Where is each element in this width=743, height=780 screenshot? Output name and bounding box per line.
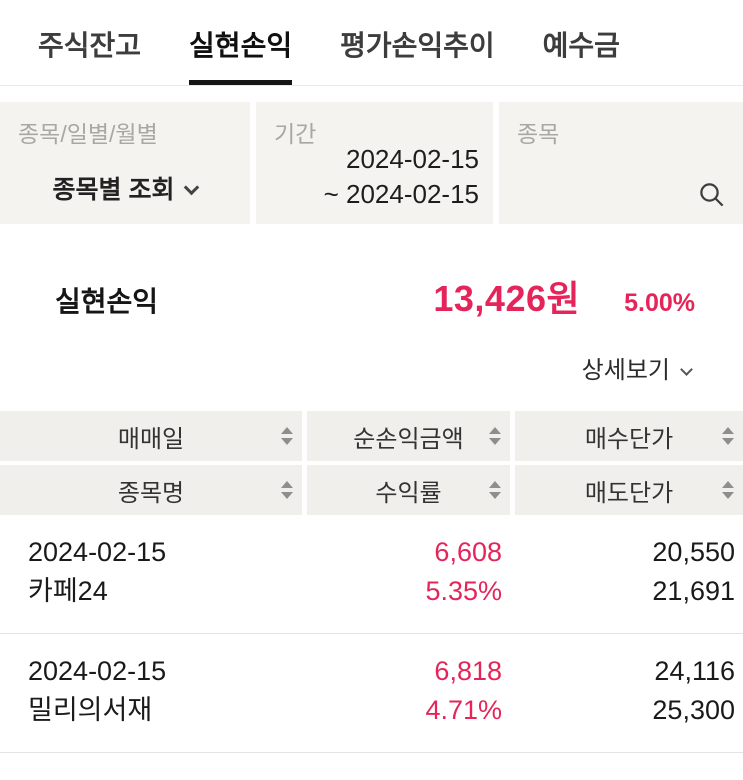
column-header-label: 종목명	[117, 479, 185, 507]
column-header-label: 매도단가	[584, 479, 674, 507]
filter-period-cell: 기간 2024-02-15 ~ 2024-02-15	[256, 102, 493, 224]
tab-valuation-trend[interactable]: 평가손익추이	[340, 30, 495, 61]
sort-icon[interactable]	[722, 481, 734, 499]
summary-percent: 5.00%	[624, 289, 695, 317]
cell-date-name: 2024-02-15 밀리의서재	[0, 652, 302, 730]
cell-return-rate: 5.35%	[425, 576, 502, 606]
summary-title: 실현손익	[55, 286, 159, 317]
cell-profit: 6,818 4.71%	[307, 652, 510, 730]
sort-icon[interactable]	[489, 427, 501, 445]
cell-stock-name: 카페24	[28, 576, 108, 606]
sort-icon[interactable]	[281, 481, 293, 499]
column-header-label: 수익률	[375, 479, 442, 507]
column-header-sell-price[interactable]: 매도단가	[515, 465, 743, 515]
summary-amount: 13,426원	[433, 278, 581, 319]
cell-prices: 20,550 21,691	[515, 533, 743, 611]
detail-row: 상세보기	[0, 350, 743, 385]
filter-bar: 종목/일별/월별 종목별 조회 기간 2024-02-15 ~ 2024-02-…	[0, 102, 743, 224]
period-range[interactable]: 2024-02-15 ~ 2024-02-15	[324, 142, 479, 212]
sort-icon[interactable]	[281, 427, 293, 445]
cell-net-profit: 6,608	[434, 537, 502, 567]
cell-profit: 6,608 5.35%	[307, 533, 510, 611]
sort-icon[interactable]	[489, 481, 501, 499]
cell-trade-date: 2024-02-15	[28, 537, 167, 567]
cell-sell-price: 25,300	[652, 695, 735, 725]
tab-realized-profit[interactable]: 실현손익	[189, 24, 293, 85]
filter-period-label: 기간	[274, 121, 317, 147]
cell-prices: 24,116 25,300	[515, 652, 743, 730]
top-tab-bar: 주식잔고 실현손익 평가손익추이 예수금	[0, 0, 743, 86]
search-icon[interactable]	[697, 180, 727, 210]
period-start-date[interactable]: 2024-02-15	[346, 144, 479, 174]
column-header-label: 순손익금액	[353, 425, 464, 453]
tab-deposit[interactable]: 예수금	[542, 30, 620, 61]
column-header-buy-price[interactable]: 매수단가	[515, 411, 743, 461]
table-row[interactable]: 2024-02-15 카페24 6,608 5.35% 20,550 21,69…	[0, 515, 743, 634]
chevron-down-icon	[680, 363, 693, 376]
detail-toggle-label: 상세보기	[581, 357, 670, 384]
table-header: 매매일 순손익금액 매수단가 종목명 수익률 매도단가	[0, 411, 743, 515]
period-end-date[interactable]: ~ 2024-02-15	[323, 179, 479, 209]
summary-section: 실현손익 13,426원 5.00%	[0, 270, 743, 322]
cell-buy-price: 20,550	[652, 537, 735, 567]
column-header-stock-name[interactable]: 종목명	[0, 465, 302, 515]
filter-stock-label: 종목	[517, 121, 560, 147]
filter-stock-cell: 종목	[499, 102, 743, 224]
column-header-label: 매수단가	[584, 425, 674, 453]
cell-sell-price: 21,691	[652, 576, 735, 606]
filter-category-label: 종목/일별/월별	[18, 121, 158, 147]
column-header-trade-date[interactable]: 매매일	[0, 411, 302, 461]
table-body: 2024-02-15 카페24 6,608 5.35% 20,550 21,69…	[0, 515, 743, 753]
cell-net-profit: 6,818	[434, 656, 502, 686]
detail-toggle[interactable]: 상세보기	[581, 357, 693, 384]
cell-trade-date: 2024-02-15	[28, 656, 167, 686]
chevron-down-icon	[184, 179, 200, 196]
filter-category-cell: 종목/일별/월별 종목별 조회	[0, 102, 250, 224]
column-header-return-rate[interactable]: 수익률	[307, 465, 510, 515]
category-select-value: 종목별 조회	[52, 176, 175, 204]
cell-buy-price: 24,116	[654, 656, 735, 686]
cell-stock-name: 밀리의서재	[28, 695, 153, 725]
cell-date-name: 2024-02-15 카페24	[0, 533, 302, 611]
sort-icon[interactable]	[722, 427, 734, 445]
category-select[interactable]: 종목별 조회	[0, 170, 250, 206]
cell-return-rate: 4.71%	[425, 695, 502, 725]
table-row[interactable]: 2024-02-15 밀리의서재 6,818 4.71% 24,116 25,3…	[0, 634, 743, 753]
column-header-label: 매매일	[117, 425, 185, 453]
tab-stock-balance[interactable]: 주식잔고	[38, 30, 142, 61]
column-header-net-profit[interactable]: 순손익금액	[307, 411, 510, 461]
